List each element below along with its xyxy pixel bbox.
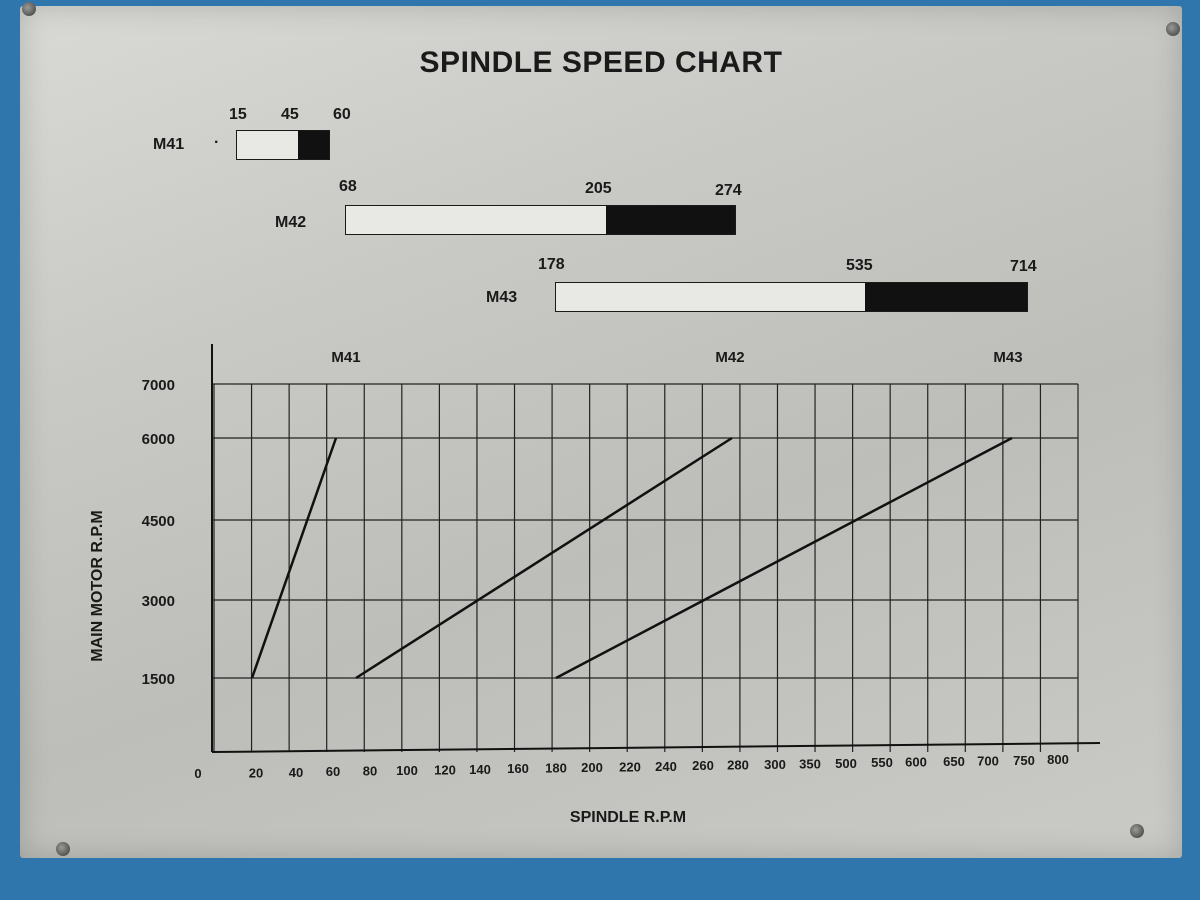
range-bar-m42: [345, 205, 736, 235]
range-high-m41: 60: [333, 106, 351, 123]
range-mid-m42: 205: [585, 180, 612, 197]
y-tick-label: 6000: [142, 431, 175, 448]
range-bar-m41: [236, 130, 330, 160]
screw-top-right: [1166, 22, 1180, 36]
x-tick-label: 60: [326, 764, 340, 779]
x-tick-label: 350: [799, 756, 821, 771]
x-tick-label: 600: [905, 755, 927, 770]
series-label-m43: M43: [993, 349, 1022, 366]
screw-top-left: [22, 2, 36, 16]
range-fill-m42: [606, 206, 735, 234]
x-tick-label: 200: [581, 760, 603, 775]
range-bar-m43: [555, 282, 1028, 312]
x-tick-label: 700: [977, 753, 999, 768]
series-label-m41: M41: [331, 349, 360, 366]
x-tick-label: 0: [194, 766, 201, 781]
x-tick-label: 140: [469, 762, 491, 777]
range-label-m42: M42: [275, 214, 307, 231]
x-tick-label: 80: [363, 764, 377, 779]
screw-bottom-right: [1130, 824, 1144, 838]
x-tick-label: 240: [655, 759, 677, 774]
x-tick-label: 750: [1013, 753, 1035, 768]
x-tick-label: 800: [1047, 752, 1069, 767]
series-line-m41: [250, 437, 338, 679]
x-tick-label: 20: [249, 765, 263, 780]
x-tick-label: 550: [871, 755, 893, 770]
x-tick-label: 120: [434, 762, 456, 777]
x-tick-label: 40: [289, 765, 303, 780]
x-tick-label: 100: [396, 763, 418, 778]
range-label-m41: M41: [153, 136, 185, 153]
x-tick-label: 180: [545, 761, 567, 776]
range-dot-m41: ·: [214, 134, 220, 151]
range-low-m41: 15: [229, 106, 247, 123]
chart-title: SPINDLE SPEED CHART: [419, 46, 783, 79]
x-axis: [211, 742, 1101, 753]
x-tick-label: 300: [764, 757, 786, 772]
series-label-m42: M42: [715, 349, 744, 366]
x-tick-label: 650: [943, 754, 965, 769]
range-low-m42: 68: [339, 178, 357, 195]
x-tick-label: 500: [835, 756, 857, 771]
y-tick-label: 3000: [142, 593, 175, 610]
x-tick-label: 280: [727, 758, 749, 773]
series-line-m43: [555, 436, 1013, 680]
range-mid-m41: 45: [281, 106, 299, 123]
series-line-m42: [355, 436, 733, 680]
x-tick-label: 220: [619, 759, 641, 774]
y-tick-label: 1500: [142, 671, 175, 688]
range-label-m43: M43: [486, 289, 518, 306]
x-tick-label: 160: [507, 761, 529, 776]
y-tick-label: 4500: [142, 513, 175, 530]
range-fill-m43: [865, 283, 1027, 311]
y-axis-title: MAIN MOTOR R.P.M: [89, 510, 106, 661]
range-high-m43: 714: [1010, 258, 1037, 275]
screw-bottom-left: [56, 842, 70, 856]
range-fill-m41: [298, 131, 329, 159]
range-mid-m43: 535: [846, 257, 873, 274]
x-tick-label: 260: [692, 758, 714, 773]
range-low-m43: 178: [538, 256, 565, 273]
y-tick-label: 7000: [142, 377, 175, 394]
range-high-m42: 274: [715, 182, 742, 199]
x-axis-title: SPINDLE R.P.M: [570, 809, 686, 826]
